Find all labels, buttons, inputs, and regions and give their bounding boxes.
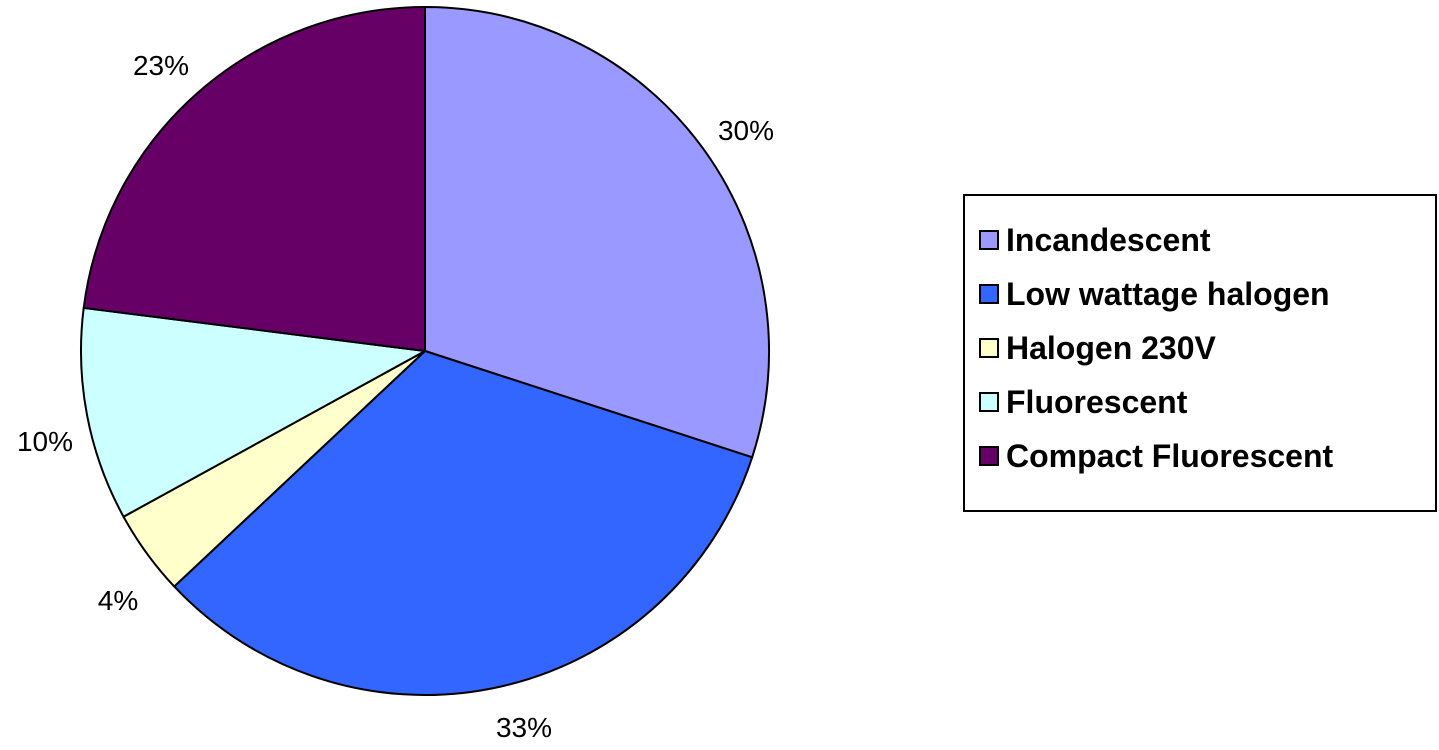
pie-slice-fluorescent bbox=[80, 306, 426, 518]
pie-data-label: 33% bbox=[496, 712, 552, 743]
legend-swatch bbox=[979, 338, 999, 358]
legend-label: Low wattage halogen bbox=[1006, 275, 1330, 312]
legend-item-compact-fluorescent: Compact Fluorescent bbox=[979, 429, 1435, 483]
legend-swatch bbox=[979, 392, 999, 412]
pie-data-label: 23% bbox=[133, 50, 189, 81]
pie-slice-incandescent bbox=[424, 6, 770, 459]
pie-labels: 30% 33% 4% 10% 23% bbox=[17, 50, 774, 743]
legend-item-low-wattage-halogen: Low wattage halogen bbox=[979, 267, 1435, 321]
pie-data-label: 30% bbox=[718, 115, 774, 146]
legend-item-fluorescent: Fluorescent bbox=[979, 375, 1435, 429]
pie-slice-low-wattage-halogen bbox=[173, 350, 754, 696]
legend-label: Fluorescent bbox=[1006, 383, 1188, 420]
pie-data-label: 10% bbox=[17, 426, 73, 457]
legend-item-incandescent: Incandescent bbox=[979, 213, 1435, 267]
legend-swatch bbox=[979, 446, 999, 466]
legend-swatch bbox=[979, 230, 999, 250]
pie-slice-compact-fluorescent bbox=[82, 6, 426, 352]
legend-swatch bbox=[979, 284, 999, 304]
pie-data-label: 4% bbox=[98, 585, 138, 616]
pie-slices bbox=[80, 6, 770, 696]
legend-label: Compact Fluorescent bbox=[1006, 437, 1334, 474]
legend-label: Halogen 230V bbox=[1006, 329, 1216, 366]
legend-label: Incandescent bbox=[1006, 221, 1211, 258]
legend-item-halogen-230v: Halogen 230V bbox=[979, 321, 1435, 375]
legend: Incandescent Low wattage halogen Halogen… bbox=[963, 194, 1437, 512]
